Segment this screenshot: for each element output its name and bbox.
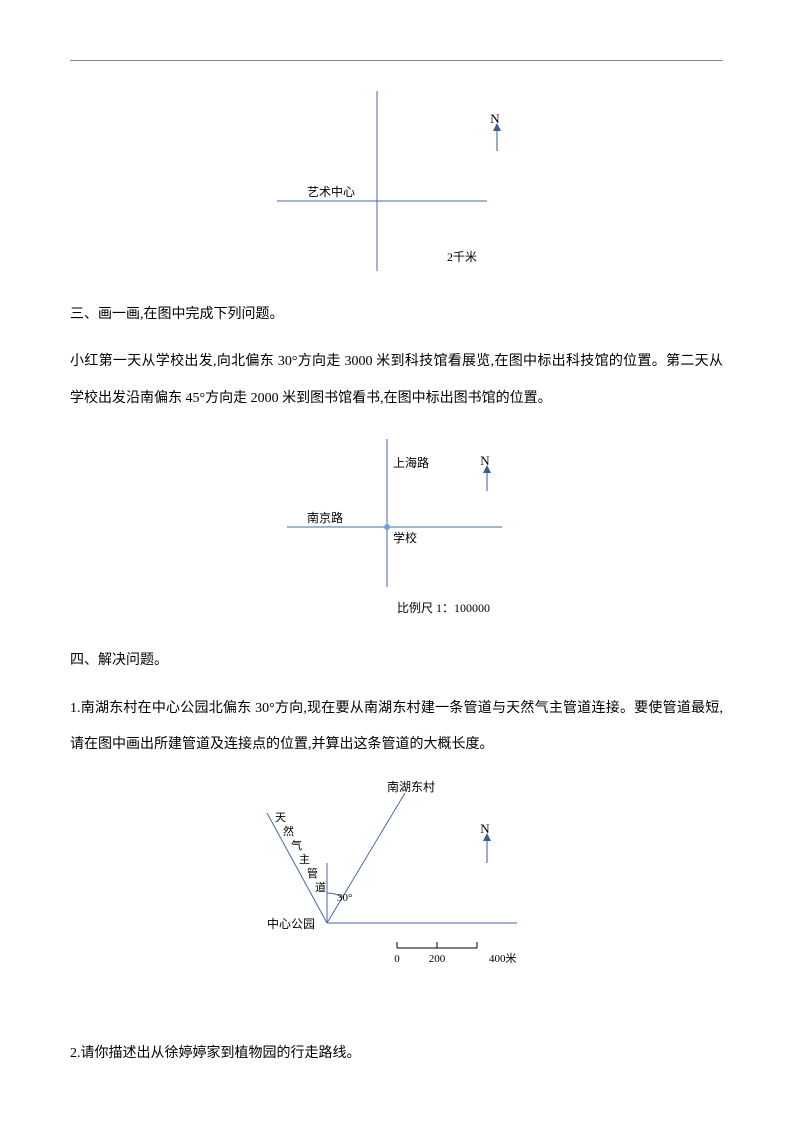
svg-text:上海路: 上海路 [393,455,429,470]
section3-heading: 三、画一画,在图中完成下列问题。 [70,304,723,326]
svg-text:学校: 学校 [393,530,417,545]
svg-text:管: 管 [307,866,318,880]
svg-text:400米: 400米 [489,952,517,965]
svg-text:2千米: 2千米 [447,250,477,264]
q1-paragraph: 1.南湖东村在中心公园北偏东 30°方向,现在要从南湖东村建一条管道与天然气主管… [70,691,723,764]
diagram1-svg: 艺术中心 N 2千米 [247,81,547,281]
svg-text:30°: 30° [337,892,352,904]
svg-text:主: 主 [299,853,310,866]
svg-text:艺术中心: 艺术中心 [307,184,355,199]
diagram3-svg: 30° 天然气主管道 南湖东村中心公园 N 0 200 400米 [237,773,557,973]
svg-text:200: 200 [428,953,445,965]
q2-paragraph: 2.请你描述出从徐婷婷家到植物园的行走路线。 [70,1036,723,1072]
svg-text:N: N [490,111,500,126]
diagram-art-center: 艺术中心 N 2千米 [70,81,723,286]
svg-text:南湖东村: 南湖东村 [387,779,435,794]
svg-text:天: 天 [275,812,286,824]
svg-text:道: 道 [315,880,326,894]
svg-text:0: 0 [394,953,400,965]
svg-text:然: 然 [283,824,294,838]
diagram-park: 30° 天然气主管道 南湖东村中心公园 N 0 200 400米 [70,773,723,978]
svg-text:N: N [480,453,490,468]
top-rule [70,60,723,61]
spacer [70,996,723,1036]
section4-heading: 四、解决问题。 [70,650,723,672]
svg-text:比例尺 1：100000: 比例尺 1：100000 [397,601,490,615]
svg-text:气: 气 [291,838,302,852]
section3-paragraph: 小红第一天从学校出发,向北偏东 30°方向走 3000 米到科技馆看展览,在图中… [70,344,723,417]
diagram-school: 上海路南京路学校 N 比例尺 1：100000 [70,427,723,632]
svg-text:中心公园: 中心公园 [267,916,315,931]
svg-text:N: N [480,821,490,836]
svg-text:南京路: 南京路 [307,510,343,525]
diagram2-svg: 上海路南京路学校 N 比例尺 1：100000 [247,427,547,627]
